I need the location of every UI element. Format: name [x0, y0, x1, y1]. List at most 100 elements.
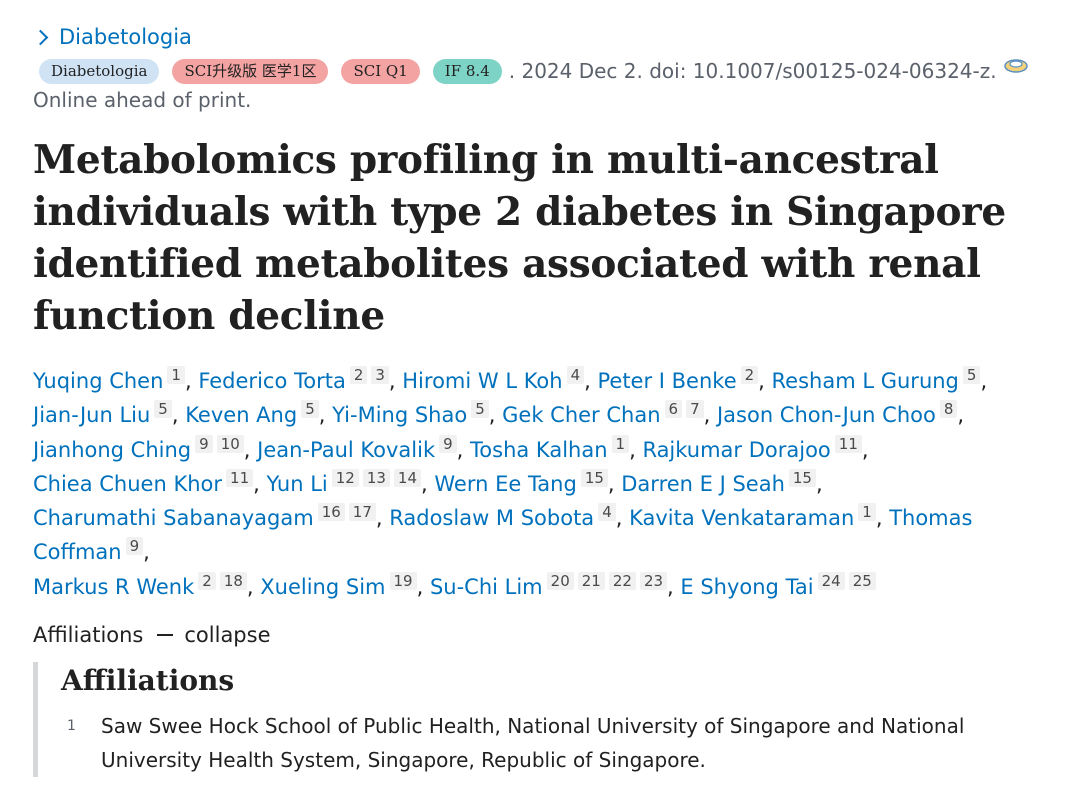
affiliation-ref[interactable]: 4 — [566, 366, 585, 384]
author-separator: , — [171, 403, 186, 428]
citation-line: Diabetologia SCI升级版 医学1区 SCI Q1 IF 8.4 .… — [39, 56, 1063, 86]
affiliation-ref[interactable]: 13 — [362, 468, 390, 487]
affiliations-panel: Affiliations 1 Saw Swee Hock School of P… — [33, 662, 1063, 778]
affiliations-heading: Affiliations — [61, 664, 235, 698]
author-separator: , — [416, 574, 430, 599]
author-link[interactable]: Darren E J Seah — [621, 471, 785, 496]
author-link[interactable]: Jianhong Ching — [33, 437, 192, 462]
affiliation-ref[interactable]: 5 — [154, 400, 172, 419]
affiliation-ref[interactable]: 7 — [686, 400, 704, 419]
author-separator: , — [629, 437, 643, 462]
affiliation-ref[interactable]: 1 — [167, 366, 185, 384]
affiliation-ref[interactable]: 19 — [389, 571, 417, 590]
affiliation-ref[interactable]: 9 — [439, 434, 457, 453]
author-separator: , — [184, 369, 199, 393]
affiliations-toggle-label[interactable]: Affiliations — [33, 623, 144, 648]
journal-badge[interactable]: Diabetologia — [39, 58, 160, 84]
author-separator: , — [615, 506, 630, 531]
affiliation-ref[interactable]: 12 — [331, 468, 359, 487]
author-link[interactable]: Yi-Ming Shao — [332, 403, 468, 428]
affiliation-ref[interactable]: 4 — [598, 503, 616, 522]
affiliation-ref[interactable]: 16 — [317, 503, 345, 522]
affiliation-ref[interactable]: 5 — [471, 400, 489, 419]
affiliation-ref[interactable]: 11 — [834, 434, 862, 453]
affiliation-ref[interactable]: 22 — [608, 571, 636, 590]
affiliation-ref[interactable]: 15 — [580, 468, 608, 487]
affiliation-text: Saw Swee Hock School of Public Health, N… — [101, 714, 965, 773]
author-link[interactable]: Tosha Kalhan — [470, 437, 608, 462]
author-separator: , — [607, 471, 622, 496]
affiliation-ref[interactable]: 9 — [195, 434, 213, 453]
author-list: Yuqing Chen 1, Federico Torta 2 3, Hiromi W… — [33, 364, 1063, 604]
author-link[interactable]: Markus R Wenk — [33, 574, 195, 599]
affiliation-ref[interactable]: 9 — [125, 537, 144, 556]
affiliation-ref[interactable]: 10 — [216, 434, 244, 453]
journal-link[interactable]: Diabetologia — [32, 22, 1063, 52]
author-link[interactable]: Wern Ee Tang — [434, 471, 577, 496]
affiliation-ref[interactable]: 1 — [858, 503, 876, 522]
affiliation-ref[interactable]: 17 — [348, 503, 376, 522]
affiliations-toggle[interactable]: Affiliations collapse — [33, 620, 1063, 650]
author-link[interactable]: Yun Li — [266, 471, 328, 496]
author-link[interactable]: E Shyong Tai — [680, 574, 814, 599]
author-link[interactable]: Yuqing Chen — [33, 369, 164, 393]
impact-factor-badge[interactable]: IF 8.4 — [432, 58, 502, 84]
doi-icon[interactable] — [1003, 56, 1029, 74]
affiliation-ref[interactable]: 11 — [226, 468, 254, 487]
affiliation-ref[interactable]: 5 — [301, 400, 319, 419]
author-separator: , — [421, 471, 435, 496]
affiliation-ref[interactable]: 14 — [393, 468, 422, 487]
author-link[interactable]: Su-Chi Lim — [429, 574, 543, 599]
author-link[interactable]: Peter I Benke — [597, 369, 737, 393]
affiliation-ref[interactable]: 2 — [198, 571, 216, 590]
author-link[interactable]: Resham L Gurung — [771, 369, 959, 393]
affiliation-ref[interactable]: 2 — [740, 366, 759, 384]
author-link[interactable]: Charumathi Sabanayagam — [33, 506, 314, 531]
author-link[interactable]: Keven Ang — [185, 403, 298, 428]
author-link[interactable]: Jian-Jun Liu — [33, 403, 151, 428]
chevron-right-icon — [32, 29, 49, 45]
affiliation-ref[interactable]: 5 — [962, 366, 981, 384]
sci-rank-badge[interactable]: SCI升级版 医学1区 — [172, 58, 329, 84]
affiliation-ref[interactable]: 18 — [219, 571, 247, 590]
author-separator: , — [488, 403, 503, 428]
affiliation-ref[interactable]: 24 — [817, 571, 845, 590]
affiliation-ref[interactable]: 25 — [848, 571, 876, 590]
author-separator: , — [758, 369, 772, 393]
author-separator: , — [815, 471, 823, 496]
author-link[interactable]: Hiromi W L Koh — [402, 369, 563, 393]
author-separator: , — [980, 369, 988, 393]
author-link[interactable]: Kavita Venkataraman — [629, 506, 855, 531]
author-separator: , — [388, 369, 403, 393]
affiliation-ref[interactable]: 2 — [349, 366, 368, 384]
author-link[interactable]: Gek Cher Chan — [502, 403, 661, 428]
author-link[interactable]: Jason Chon-Jun Choo — [716, 403, 936, 428]
affiliation-ref[interactable]: 20 — [546, 571, 574, 590]
author-separator: , — [143, 540, 150, 565]
affiliation-item: 1 Saw Swee Hock School of Public Health,… — [61, 709, 1063, 777]
affiliation-ref[interactable]: 15 — [788, 468, 816, 487]
author-separator: , — [253, 471, 267, 496]
online-status: Online ahead of print. — [33, 88, 252, 112]
affiliation-ref[interactable]: 3 — [371, 366, 389, 384]
author-link[interactable]: Thomas Coffman — [33, 506, 973, 565]
journal-link-label[interactable]: Diabetologia — [59, 25, 192, 49]
article-title: Metabolomics profiling in multi-ancestra… — [33, 137, 1006, 339]
author-separator: , — [246, 574, 261, 599]
affiliation-ref[interactable]: 21 — [577, 571, 605, 590]
author-link[interactable]: Jean-Paul Kovalik — [257, 437, 436, 462]
author-separator: , — [456, 437, 471, 462]
author-link[interactable]: Rajkumar Dorajoo — [642, 437, 831, 462]
author-link[interactable]: Federico Torta — [198, 369, 346, 393]
collapse-label[interactable]: collapse — [184, 623, 271, 648]
author-separator: , — [375, 506, 390, 531]
author-separator: , — [243, 437, 258, 462]
author-link[interactable]: Xueling Sim — [260, 574, 386, 599]
affiliation-ref[interactable]: 1 — [611, 434, 630, 453]
author-link[interactable]: Chiea Chuen Khor — [33, 471, 223, 496]
author-link[interactable]: Radoslaw M Sobota — [389, 506, 595, 531]
sci-quartile-badge[interactable]: SCI Q1 — [341, 58, 420, 84]
affiliation-ref[interactable]: 23 — [639, 571, 668, 590]
affiliation-ref[interactable]: 8 — [939, 400, 958, 419]
affiliation-ref[interactable]: 6 — [664, 400, 683, 419]
